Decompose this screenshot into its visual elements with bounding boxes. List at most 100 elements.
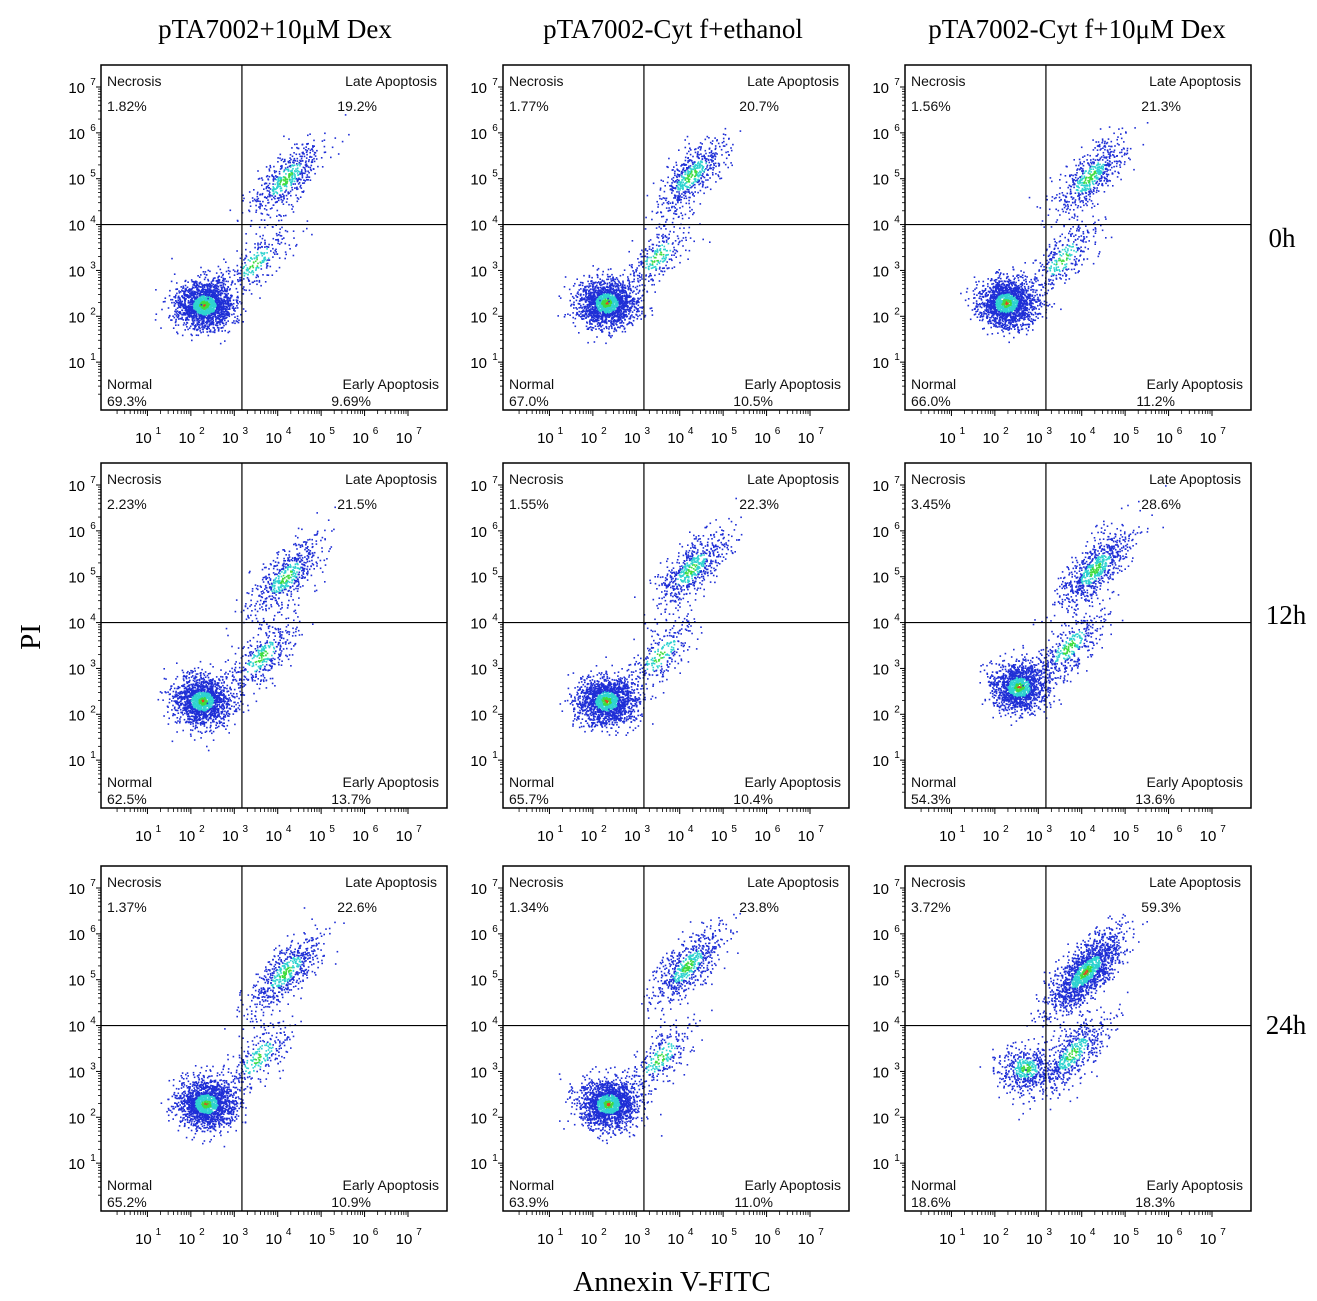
event-dot	[201, 312, 204, 314]
event-dot	[289, 248, 291, 250]
event-dot	[623, 289, 626, 292]
event-dot	[299, 196, 302, 198]
event-dot	[228, 272, 230, 275]
event-dot	[267, 199, 269, 201]
event-dot	[213, 309, 215, 312]
event-dot	[637, 315, 639, 318]
event-dot	[636, 318, 639, 320]
event-dot	[580, 293, 582, 295]
event-dot	[186, 295, 189, 297]
event-dot	[264, 239, 266, 242]
event-dot	[179, 302, 182, 304]
event-dot	[579, 298, 582, 300]
event-dot	[212, 309, 214, 312]
event-dot	[221, 289, 223, 292]
event-dot	[184, 297, 186, 300]
event-dot	[207, 278, 209, 281]
event-dot	[291, 189, 294, 191]
event-dot	[607, 310, 609, 312]
event-dot	[291, 178, 294, 181]
event-dot	[167, 307, 170, 309]
event-dot	[614, 312, 616, 314]
event-dot	[614, 283, 616, 285]
event-dot	[598, 314, 600, 317]
event-dot	[578, 289, 580, 291]
event-dot	[265, 209, 268, 211]
event-dot	[290, 184, 292, 187]
event-dot	[205, 313, 208, 316]
event-dot	[633, 305, 636, 308]
event-dot	[297, 174, 299, 176]
event-dot	[155, 313, 158, 315]
event-dot	[295, 187, 298, 189]
event-dot	[713, 155, 715, 158]
event-dot	[202, 303, 204, 305]
event-dot	[221, 312, 223, 315]
event-dot	[627, 286, 630, 289]
event-dot	[228, 315, 231, 318]
event-dot	[242, 194, 244, 197]
event-dot	[567, 313, 569, 315]
event-dot	[632, 319, 635, 322]
event-dot	[176, 301, 178, 304]
event-dot	[228, 308, 231, 310]
event-dot	[178, 311, 180, 314]
event-dot	[191, 301, 193, 303]
event-dot	[190, 303, 193, 305]
event-dot	[585, 295, 587, 297]
event-dot	[275, 175, 277, 177]
event-dot	[596, 276, 599, 279]
event-dot	[176, 282, 178, 284]
event-dot	[173, 305, 176, 307]
event-dot	[596, 294, 599, 296]
event-dot	[304, 161, 307, 164]
event-dot	[222, 326, 224, 329]
event-dot	[212, 312, 214, 314]
event-dot	[283, 178, 285, 181]
event-dot	[201, 291, 204, 293]
event-dot	[627, 305, 629, 308]
event-dot	[303, 182, 306, 184]
event-dot	[236, 291, 239, 293]
event-dot	[183, 296, 186, 299]
event-dot	[283, 237, 285, 239]
event-dot	[259, 297, 261, 299]
event-dot	[573, 297, 575, 299]
event-dot	[298, 153, 301, 155]
event-dot	[191, 322, 193, 325]
event-dot	[201, 298, 203, 301]
event-dot	[208, 296, 211, 298]
event-dot	[601, 302, 603, 305]
event-dot	[281, 238, 284, 240]
event-dot	[211, 291, 213, 293]
event-dot	[595, 281, 597, 284]
event-dot	[311, 148, 314, 150]
event-dot	[303, 153, 305, 155]
event-dot	[218, 279, 221, 281]
event-dot	[199, 327, 201, 330]
event-dot	[696, 174, 699, 177]
event-dot	[614, 308, 616, 310]
event-dot	[613, 284, 615, 287]
event-dot	[193, 313, 196, 315]
event-dot	[185, 323, 187, 326]
event-dot	[222, 312, 224, 314]
event-dot	[603, 327, 605, 330]
y-tick-label: 10	[68, 263, 85, 280]
event-dot	[179, 312, 182, 314]
event-dot	[207, 334, 210, 337]
event-dot	[191, 339, 193, 342]
event-dot	[232, 299, 235, 301]
event-dot	[211, 300, 213, 302]
event-dot	[701, 143, 703, 145]
event-dot	[247, 278, 250, 281]
event-dot	[687, 189, 690, 191]
event-dot	[280, 198, 283, 201]
event-dot	[220, 327, 223, 329]
event-dot	[611, 282, 613, 285]
event-dot	[216, 302, 218, 304]
event-dot	[215, 320, 217, 322]
event-dot	[277, 240, 280, 242]
event-dot	[588, 283, 591, 285]
event-dot	[183, 294, 186, 297]
